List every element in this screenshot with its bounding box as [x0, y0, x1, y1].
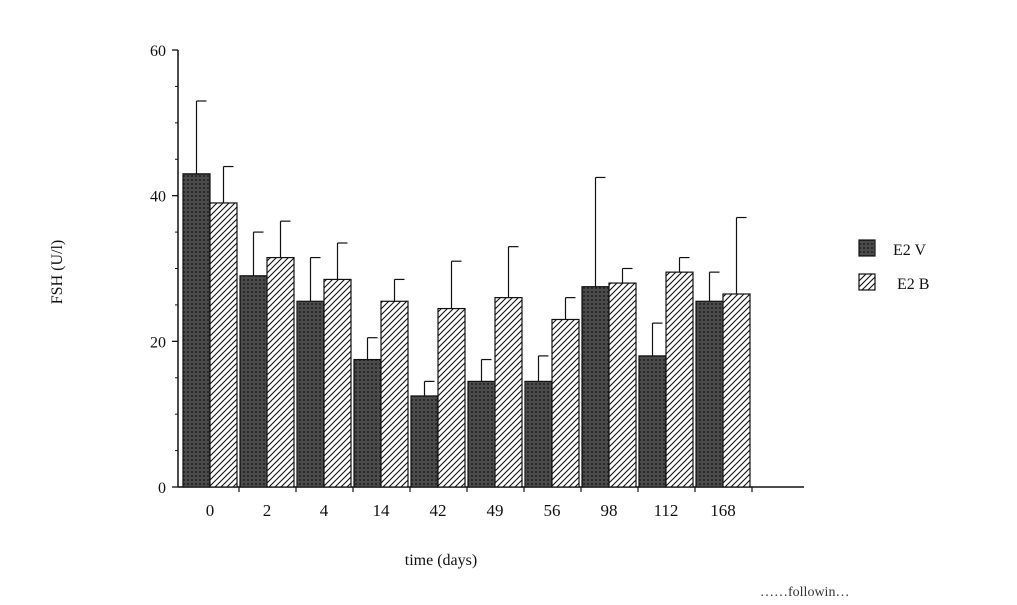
bar-e2v	[353, 358, 382, 488]
bar-e2v	[182, 173, 211, 488]
x-tick-label: 112	[654, 501, 679, 520]
bar-e2v	[524, 380, 553, 488]
x-tick-label: 2	[263, 501, 272, 520]
x-tick-label: 4	[320, 501, 329, 520]
bar-e2b	[209, 202, 238, 488]
x-tick-label: 168	[710, 501, 736, 520]
y-ticks: 0 20 40 60	[150, 43, 178, 497]
bar-e2b	[551, 318, 580, 488]
x-axis-label: time (days)	[405, 552, 477, 569]
bars	[182, 173, 751, 488]
bar-e2v	[467, 380, 496, 488]
bar-e2b	[323, 278, 352, 488]
legend-label-e2v: E2 V	[893, 242, 926, 259]
error-bars	[195, 100, 747, 396]
bar-e2b	[380, 300, 409, 488]
legend-label-e2b: E2 B	[897, 276, 929, 293]
bar-e2v	[239, 275, 268, 488]
y-tick-label: 40	[150, 189, 166, 206]
y-tick-label: 60	[150, 43, 166, 60]
x-ticks: 0 2 4 14 42 49 56 98 112 168	[206, 487, 753, 520]
y-tick-label: 0	[158, 480, 166, 497]
bar-e2v	[410, 395, 439, 488]
bar-e2v	[695, 300, 724, 488]
x-tick-label: 56	[544, 501, 561, 520]
bar-e2b	[437, 307, 466, 488]
x-tick-label: 0	[206, 501, 215, 520]
x-tick-label: 42	[430, 501, 447, 520]
bar-e2b	[665, 271, 694, 488]
bar-e2b	[608, 282, 637, 488]
legend-swatch-e2v	[858, 239, 876, 257]
x-tick-label: 98	[601, 501, 618, 520]
bar-e2v	[296, 300, 325, 488]
bar-e2v	[581, 286, 610, 488]
bar-e2b	[722, 293, 751, 488]
y-tick-label: 20	[150, 334, 166, 351]
legend-swatch-e2b	[858, 273, 876, 291]
x-tick-label: 49	[487, 501, 504, 520]
legend: E2 V E2 B	[858, 239, 929, 293]
bar-e2b	[266, 256, 295, 488]
caption-fragment: ……followin…	[760, 585, 850, 600]
x-tick-label: 14	[373, 501, 391, 520]
bar-e2b	[494, 297, 523, 488]
y-axis-label: FSH (U/l)	[49, 240, 66, 304]
bar-e2v	[638, 355, 667, 488]
